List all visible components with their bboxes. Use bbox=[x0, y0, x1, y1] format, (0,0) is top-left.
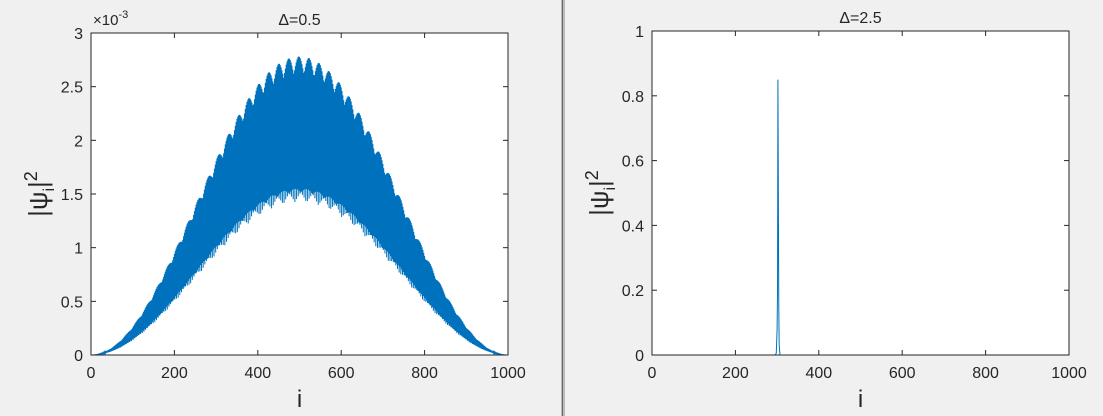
x-tick-label: 400 bbox=[244, 365, 271, 382]
y-label-subscript: i bbox=[41, 188, 58, 192]
x-tick-label: 0 bbox=[87, 365, 96, 382]
axes-box bbox=[90, 32, 509, 356]
y-label-base: |ψ bbox=[23, 192, 53, 217]
y-label-superscript: 2 bbox=[21, 171, 41, 181]
x-tick-label: 1000 bbox=[490, 365, 526, 382]
y-label-suffix: | bbox=[23, 181, 53, 188]
y-exponent-base: ×10 bbox=[93, 12, 118, 29]
y-tick-label: 0.4 bbox=[622, 218, 644, 235]
x-axis-label: i bbox=[858, 386, 863, 413]
y-label-base: |ψ bbox=[584, 191, 614, 216]
plot-area bbox=[652, 31, 1069, 355]
x-tick-label: 0 bbox=[648, 365, 657, 382]
y-axis-label: |ψi|2 bbox=[21, 171, 58, 217]
y-label-suffix: | bbox=[584, 180, 614, 187]
x-tick-label: 1000 bbox=[1051, 365, 1087, 382]
y-tick-label: 3 bbox=[74, 26, 83, 43]
chart-left: Δ=0.50 200 400 600 800 100000.511.522.53i|ψi|… bbox=[21, 9, 526, 413]
y-tick-label: 2 bbox=[74, 133, 83, 150]
y-axis-label-text: |ψi|2 bbox=[582, 170, 619, 216]
x-tick-label: 200 bbox=[161, 365, 188, 382]
y-tick-label: 0.5 bbox=[61, 294, 83, 311]
right-figure-panel: Δ=2.5 0 200 400 600 800 1000 0 0.2 0.4 0.6 0.8 1 i |ψi… bbox=[565, 0, 1103, 416]
figure-divider bbox=[561, 0, 565, 416]
chart-title: Δ=2.5 bbox=[839, 10, 881, 27]
y-exponent-label: ×10-3 bbox=[93, 9, 128, 29]
series-line bbox=[91, 56, 508, 356]
x-tick-label: 200 bbox=[722, 365, 749, 382]
y-label-subscript: i bbox=[602, 187, 619, 191]
x-tick-label: 600 bbox=[328, 365, 355, 382]
x-tick-label: 600 bbox=[889, 365, 916, 382]
y-tick-label: 2.5 bbox=[61, 80, 83, 97]
series-line bbox=[652, 79, 1069, 356]
y-tick-label: 0.6 bbox=[622, 154, 644, 171]
y-tick-label: 0 bbox=[74, 348, 83, 365]
y-tick-label: 0.8 bbox=[622, 89, 644, 106]
left-figure-panel: Δ=0.5 0 200 400 600 800 1000 0 0.5 1 1.5 2 2.5 3 i |ψi|… bbox=[0, 0, 561, 416]
y-tick-label: 1 bbox=[74, 241, 83, 258]
y-axis-label-text: |ψi|2 bbox=[21, 171, 58, 217]
axes-box bbox=[651, 30, 1070, 356]
y-label-superscript: 2 bbox=[582, 170, 602, 180]
chart-title: Δ=0.5 bbox=[278, 12, 320, 29]
y-axis-label: |ψi|2 bbox=[582, 170, 619, 216]
y-tick-label: 1 bbox=[635, 24, 644, 41]
x-tick-label: 400 bbox=[805, 365, 832, 382]
y-tick-label: 0.2 bbox=[622, 283, 644, 300]
y-tick-label: 0 bbox=[635, 348, 644, 365]
x-tick-label: 800 bbox=[411, 365, 438, 382]
y-exponent-power: -3 bbox=[118, 9, 128, 21]
x-tick-label: 800 bbox=[972, 365, 999, 382]
x-axis-label: i bbox=[297, 386, 302, 413]
y-tick-label: 1.5 bbox=[61, 187, 83, 204]
chart-right: Δ=2.50 200 400 600 800 100000.20.40.60.81i|ψi… bbox=[582, 10, 1087, 413]
